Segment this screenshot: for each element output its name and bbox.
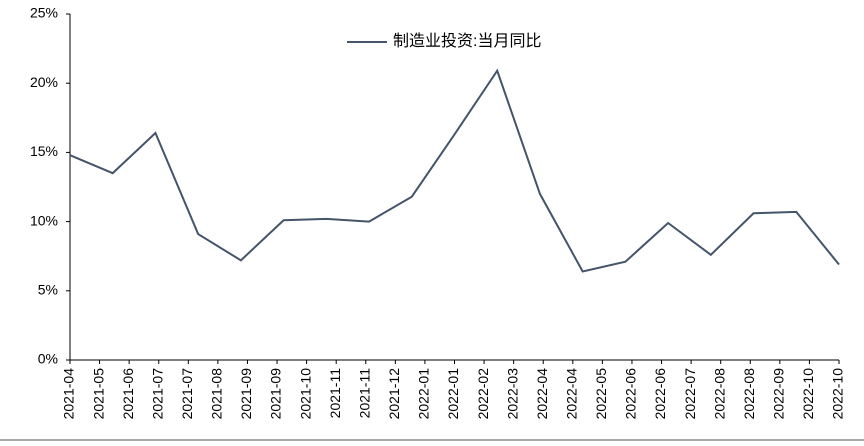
line bbox=[69, 68, 840, 273]
y-tick-label: 25% bbox=[30, 5, 58, 21]
x-tick-label: 2021-09 bbox=[238, 368, 254, 420]
x-tick-label: 2021-09 bbox=[268, 368, 284, 420]
y-tick-label: 5% bbox=[38, 282, 58, 298]
x-tick-label: 2021-11 bbox=[327, 368, 343, 419]
y-tick-label: 15% bbox=[30, 143, 58, 159]
x-tick-label: 2021-08 bbox=[209, 368, 225, 420]
x-tick-label: 2022-08 bbox=[711, 368, 727, 420]
x-tick-label: 2022-08 bbox=[741, 368, 757, 420]
x-tick-label: 2021-07 bbox=[179, 368, 195, 420]
x-tick-label: 2022-06 bbox=[623, 368, 639, 420]
x-tick-label: 2022-10 bbox=[800, 368, 816, 420]
x-tick-label: 2022-04 bbox=[564, 368, 580, 420]
x-tick-label: 2022-07 bbox=[682, 368, 698, 420]
legend-label: 制造业投资:当月同比 bbox=[393, 32, 541, 50]
x-tick-label: 2021-06 bbox=[120, 368, 136, 420]
x-tick-label: 2021-07 bbox=[149, 368, 165, 420]
x-tick-label: 2021-04 bbox=[61, 368, 77, 420]
x-tick-label: 2021-05 bbox=[90, 368, 106, 420]
x-tick-label: 2021-11 bbox=[356, 368, 372, 419]
y-tick-label: 0% bbox=[38, 351, 58, 367]
x-tick-label: 2022-01 bbox=[445, 368, 461, 420]
x-tick-label: 2021-12 bbox=[386, 368, 402, 420]
x-tick-label: 2022-04 bbox=[534, 368, 550, 420]
x-tick-label: 2021-10 bbox=[297, 368, 313, 420]
x-tick-label: 2022-01 bbox=[416, 368, 432, 420]
x-tick-label: 2022-09 bbox=[771, 368, 787, 420]
y-tick-label: 10% bbox=[30, 212, 58, 228]
x-tick-label: 2022-03 bbox=[504, 368, 520, 420]
x-tick-label: 2022-02 bbox=[475, 368, 491, 420]
x-tick-label: 2022-05 bbox=[593, 368, 609, 420]
y-tick-label: 20% bbox=[30, 74, 58, 90]
x-tick-label: 2022-10 bbox=[830, 368, 846, 420]
x-tick-label: 2022-06 bbox=[652, 368, 668, 420]
